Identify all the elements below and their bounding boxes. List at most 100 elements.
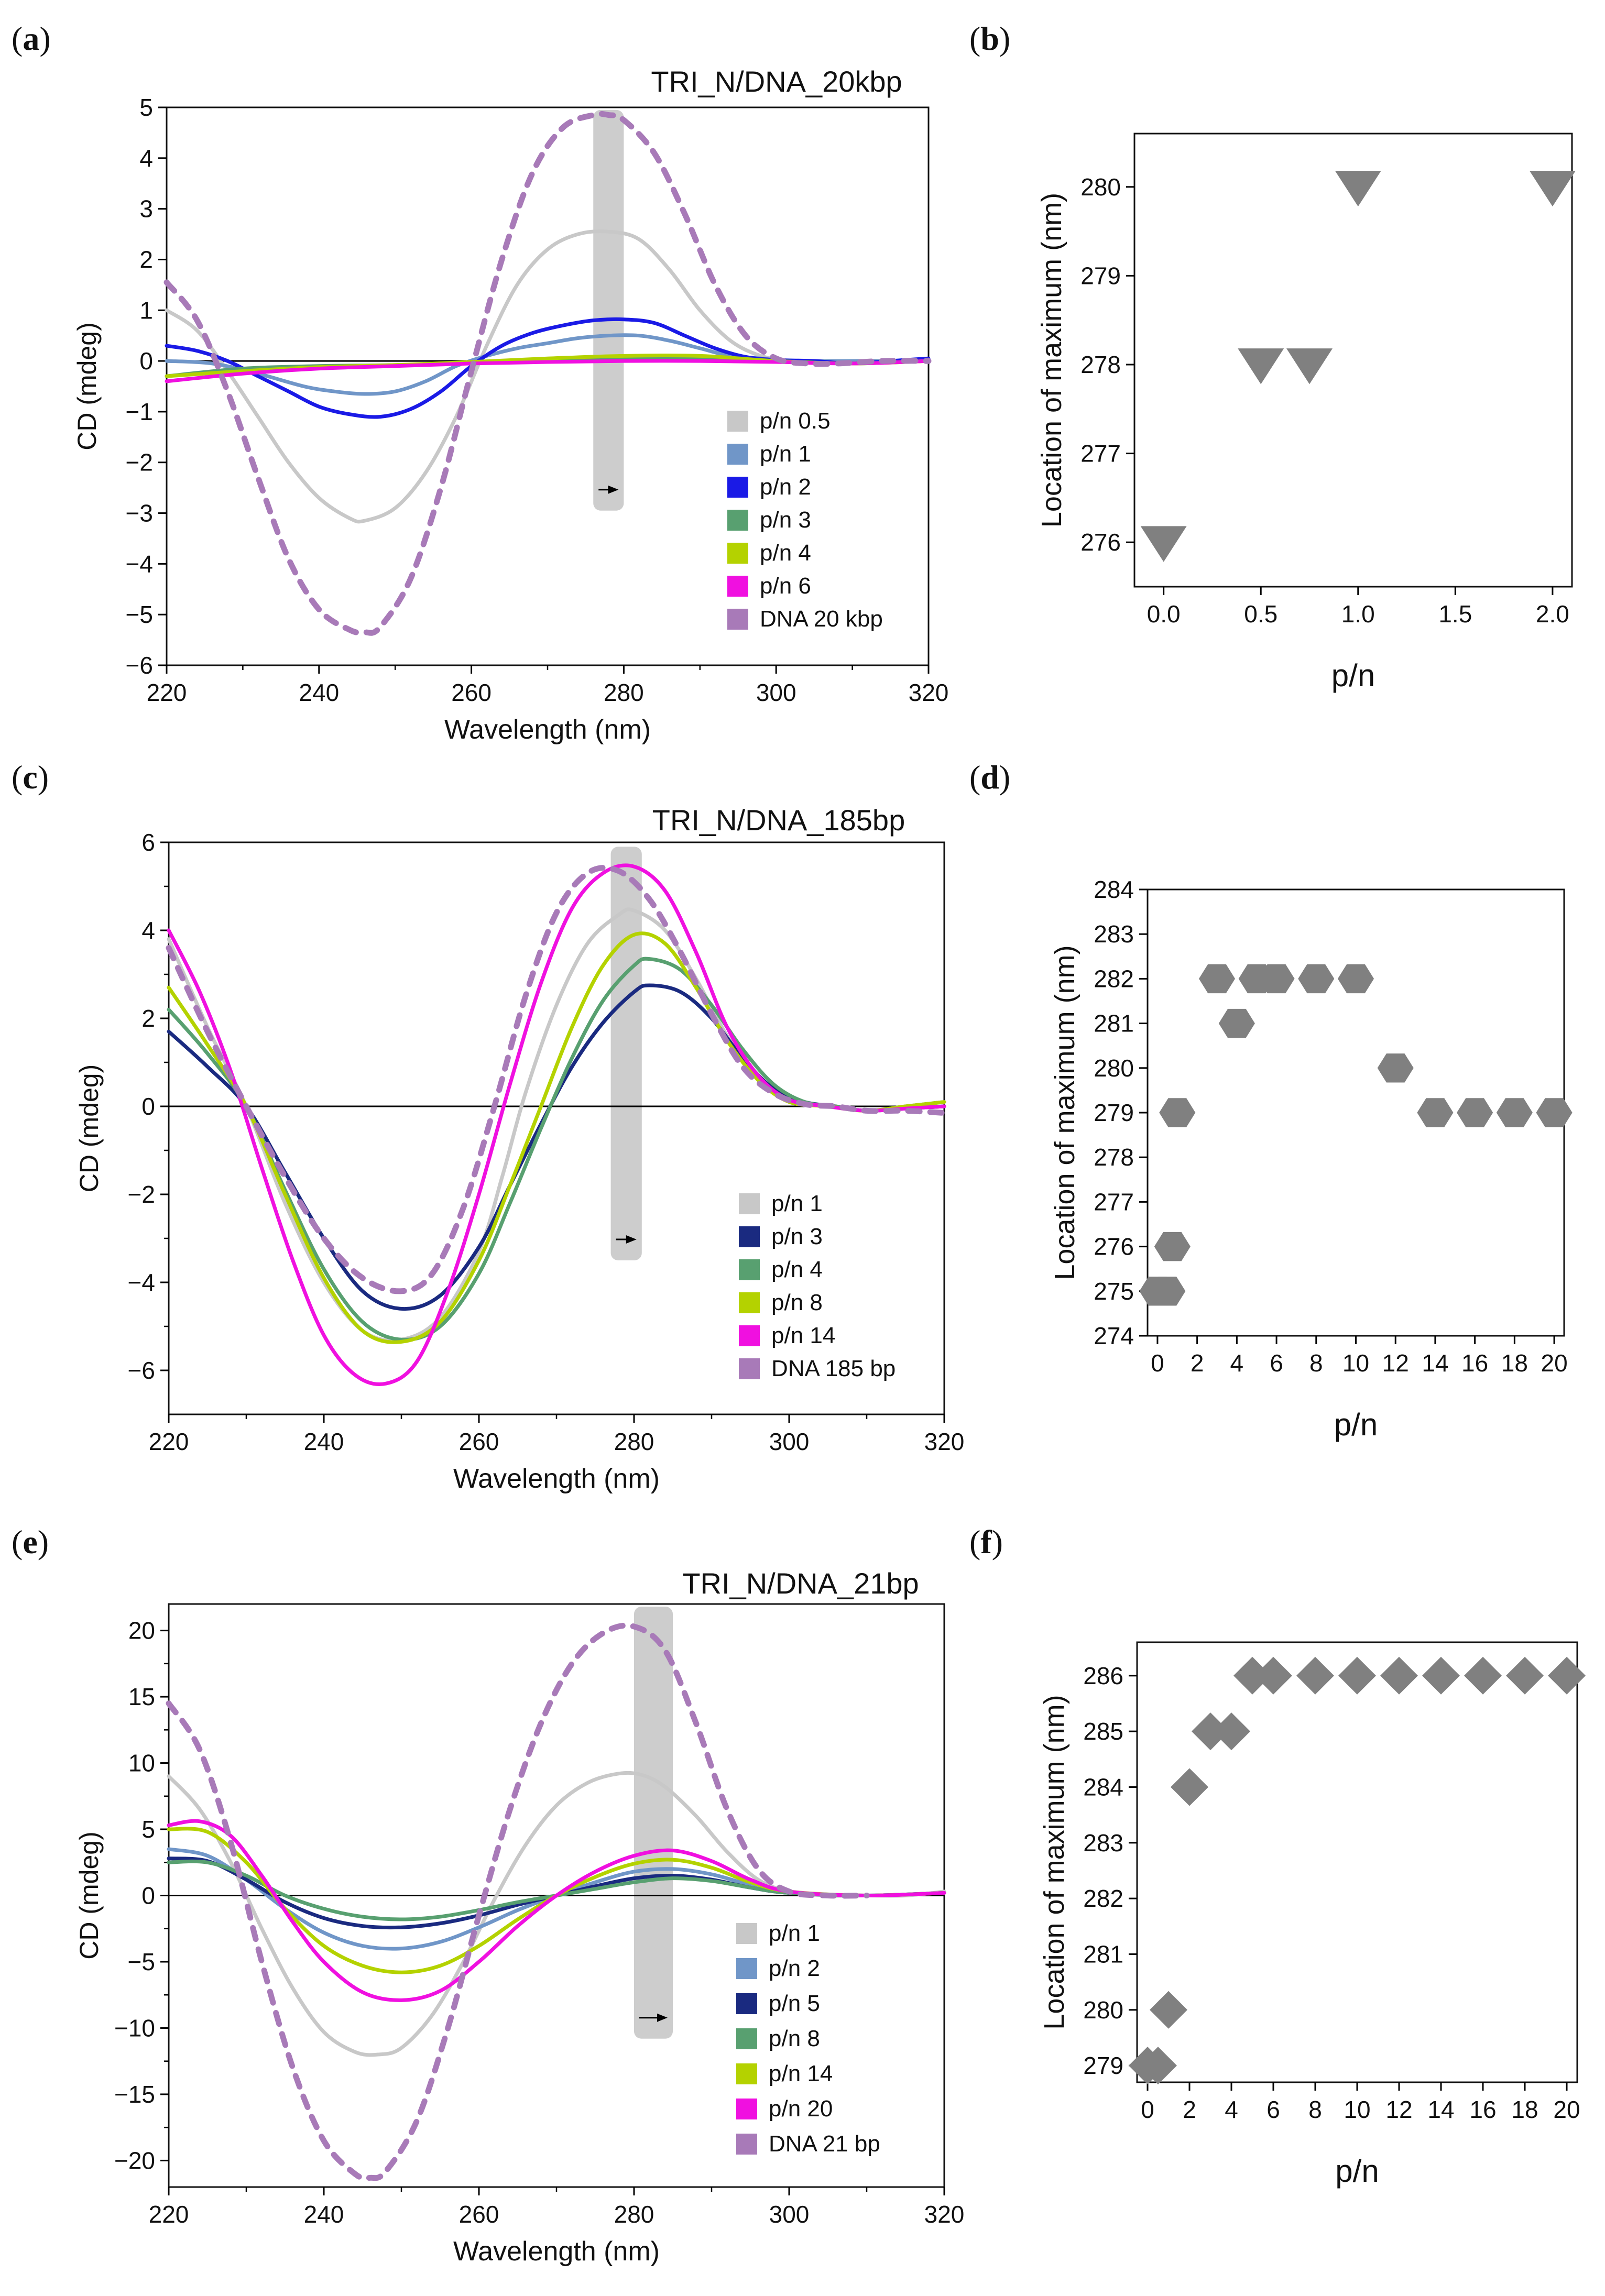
y-tick-label: −20 (114, 2147, 155, 2174)
x-tick-label: 240 (304, 2201, 344, 2228)
x-tick-label: 14 (1427, 2096, 1454, 2123)
data-point-3 (1159, 1098, 1196, 1127)
x-tick-label: 0 (1151, 1349, 1164, 1377)
x-axis-label: Wavelength (nm) (453, 1464, 660, 1494)
legend-swatch-3 (736, 2028, 757, 2049)
y-tick-label: 0 (141, 1882, 155, 1909)
x-axis-label: Wavelength (nm) (453, 2236, 660, 2267)
data-point-11 (1422, 1656, 1460, 1695)
data-point-3 (1171, 1768, 1208, 1806)
x-axis-label: Wavelength (nm) (444, 715, 651, 745)
series-line-6 (163, 111, 932, 636)
y-tick-label: 2 (139, 246, 153, 273)
panel-f: (f) 0 2 4 6 8 10 12 14 16 18 20 279 280 281 282 283 284 28… (969, 1523, 1586, 2189)
y-tick-label: 277 (1080, 440, 1121, 467)
legend-label-0: p/n 1 (771, 1191, 823, 1216)
y-tick-label: 284 (1094, 876, 1134, 903)
x-tick-label: 300 (769, 2201, 810, 2228)
data-point-6 (1233, 1656, 1271, 1695)
x-tick-label: 18 (1511, 2096, 1538, 2123)
y-tick-label: 283 (1094, 920, 1134, 948)
data-point-4 (1198, 964, 1236, 994)
y-tick-label: 280 (1094, 1054, 1134, 1082)
x-tick-label: 240 (299, 679, 339, 706)
panel-label-f: (f) (969, 1523, 1003, 1561)
y-tick-label: 278 (1094, 1144, 1134, 1171)
x-tick-label: 4 (1230, 1349, 1244, 1377)
y-tick-label: 2 (141, 1005, 155, 1032)
panel-d: (d) 0 2 4 6 8 10 12 14 16 18 20 274 275 276 277 278 279 28… (969, 759, 1573, 1442)
panel-e: (e) 220 240 260 280 300 320 −20 −15 −10 −5 0 5 10 15 20… (12, 1523, 964, 2267)
y-tick-label: 5 (139, 94, 153, 121)
x-tick-label: 260 (459, 1428, 499, 1455)
y-tick-label: −6 (128, 1357, 155, 1384)
x-tick-label: 20 (1553, 2096, 1580, 2123)
x-tick-label: 4 (1225, 2096, 1238, 2123)
y-tick-label: −1 (126, 398, 153, 425)
series-line-0 (167, 907, 946, 1343)
x-axis-label: p/n (1335, 2154, 1379, 2189)
y-tick-label: −3 (126, 500, 153, 527)
series-line-4 (167, 863, 946, 1387)
y-tick-label: 0 (139, 347, 153, 375)
data-point-8 (1296, 1656, 1334, 1695)
data-point-12 (1464, 1656, 1502, 1695)
x-tick-label: 8 (1309, 1349, 1323, 1377)
chart-title: TRI_N/DNA_185bp (652, 804, 905, 837)
data-point-9 (1337, 964, 1374, 994)
panel-label-e: (e) (12, 1523, 49, 1561)
data-point-2 (1154, 1232, 1191, 1261)
legend-label-2: p/n 2 (760, 474, 811, 500)
x-tick-label: 300 (756, 679, 796, 706)
legend-swatch-6 (736, 2134, 757, 2155)
y-tick-label: 276 (1094, 1233, 1134, 1260)
x-axis-label: p/n (1331, 658, 1375, 693)
x-tick-label: 2.0 (1536, 600, 1569, 628)
y-tick-label: 280 (1083, 1996, 1123, 2024)
legend-label-5: p/n 20 (769, 2096, 833, 2122)
series-line-5 (166, 865, 947, 1294)
y-tick-label: 276 (1080, 529, 1121, 556)
y-tick-label: 278 (1080, 351, 1121, 378)
panel-c: (c) 220 240 260 280 300 320 −6 −4 −2 0 2 4 6 Wavelengt… (12, 759, 964, 1494)
legend-swatch-0 (739, 1193, 760, 1214)
x-tick-label: 2 (1183, 2096, 1196, 2123)
shift-arrow-head (608, 485, 619, 494)
x-tick-label: 18 (1501, 1349, 1528, 1377)
chart-title: TRI_N/DNA_21bp (682, 1567, 919, 1600)
highlight-band (610, 847, 642, 1260)
plot-frame (1136, 1641, 1578, 2083)
series-line-2 (167, 957, 946, 1342)
legend-label-4: p/n 14 (769, 2061, 833, 2086)
y-tick-label: 279 (1080, 262, 1121, 289)
panel-label-d: (d) (969, 759, 1010, 796)
legend-label-4: p/n 14 (771, 1323, 835, 1348)
x-tick-label: 14 (1422, 1349, 1448, 1377)
legend-swatch-0 (736, 1923, 757, 1944)
data-point-1 (1139, 2047, 1177, 2085)
y-axis-label: CD (mdeg) (74, 1831, 104, 1959)
data-point-11 (1417, 1098, 1454, 1127)
y-tick-label: 10 (128, 1750, 155, 1777)
plot-frame (1133, 133, 1573, 588)
x-tick-label: 1.5 (1438, 600, 1472, 628)
highlight-band (593, 109, 624, 511)
shift-arrow-head (657, 2013, 668, 2022)
data-point-1 (1238, 348, 1284, 385)
data-point-3 (1335, 170, 1381, 207)
series-line-1 (167, 1847, 946, 1951)
data-point-5 (1218, 1008, 1255, 1038)
data-point-2 (1286, 348, 1333, 385)
x-tick-label: 220 (149, 1428, 189, 1455)
y-tick-label: 15 (128, 1683, 155, 1710)
y-tick-label: 0 (141, 1093, 155, 1120)
data-point-9 (1338, 1656, 1376, 1695)
x-tick-label: 10 (1342, 1349, 1369, 1377)
x-tick-label: 16 (1461, 1349, 1488, 1377)
y-axis-label: Location of maximum (nm) (1036, 193, 1067, 528)
x-tick-label: 6 (1270, 1349, 1283, 1377)
x-tick-label: 16 (1469, 2096, 1496, 2123)
y-tick-label: 5 (141, 1816, 155, 1843)
legend-swatch-0 (727, 411, 748, 432)
legend-swatch-6 (727, 609, 748, 630)
